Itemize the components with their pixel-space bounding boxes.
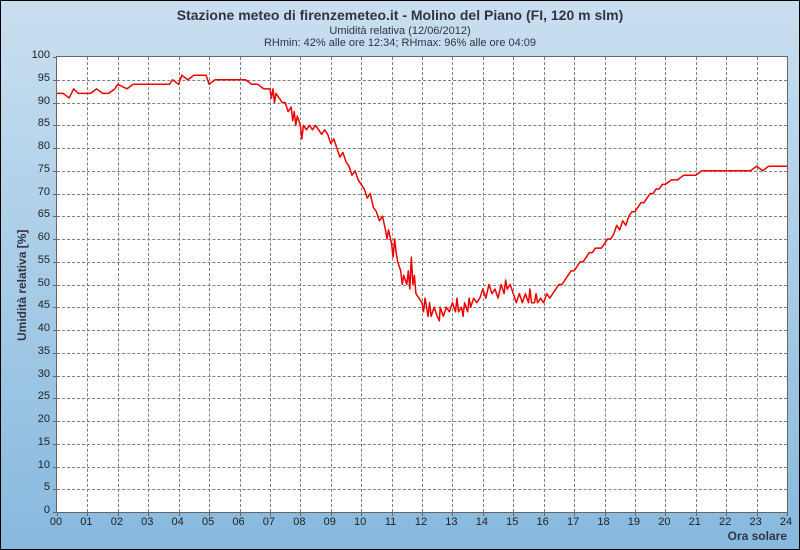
y-tick-label: 95 xyxy=(22,72,50,84)
x-tick-label: 06 xyxy=(232,516,244,528)
x-tick-label: 23 xyxy=(749,516,761,528)
y-tick-label: 85 xyxy=(22,117,50,129)
x-tick-label: 21 xyxy=(689,516,701,528)
x-tick-label: 18 xyxy=(597,516,609,528)
y-tick-label: 90 xyxy=(22,95,50,107)
x-axis-label: Ora solare xyxy=(728,529,787,543)
y-tick-label: 50 xyxy=(22,277,50,289)
y-tick-label: 30 xyxy=(22,368,50,380)
x-tick-label: 02 xyxy=(111,516,123,528)
chart-title: Stazione meteo di firenzemeteo.it - Moli… xyxy=(1,1,799,23)
y-tick-label: 25 xyxy=(22,390,50,402)
chart-subtitle-1: Umidità relativa (12/06/2012) xyxy=(1,25,799,37)
x-tick-label: 14 xyxy=(476,516,488,528)
x-tick-label: 07 xyxy=(263,516,275,528)
x-tick-label: 16 xyxy=(537,516,549,528)
humidity-line xyxy=(57,57,787,512)
x-tick-label: 04 xyxy=(172,516,184,528)
x-tick-label: 19 xyxy=(628,516,640,528)
x-tick-label: 12 xyxy=(415,516,427,528)
x-tick-label: 00 xyxy=(50,516,62,528)
x-tick-label: 10 xyxy=(354,516,366,528)
x-tick-label: 03 xyxy=(141,516,153,528)
y-tick-label: 70 xyxy=(22,186,50,198)
y-tick-label: 0 xyxy=(22,504,50,516)
y-tick-label: 15 xyxy=(22,436,50,448)
plot-area xyxy=(56,56,788,513)
x-tick-label: 11 xyxy=(385,516,396,528)
y-tick-label: 75 xyxy=(22,163,50,175)
y-tick-label: 45 xyxy=(22,299,50,311)
y-tick-label: 35 xyxy=(22,345,50,357)
x-tick-label: 17 xyxy=(567,516,579,528)
x-tick-label: 09 xyxy=(324,516,336,528)
y-tick-label: 80 xyxy=(22,140,50,152)
y-tick-label: 65 xyxy=(22,208,50,220)
x-tick-label: 22 xyxy=(719,516,731,528)
y-tick-label: 5 xyxy=(22,481,50,493)
y-tick-label: 55 xyxy=(22,254,50,266)
x-tick-label: 15 xyxy=(506,516,518,528)
x-tick-label: 01 xyxy=(80,516,92,528)
x-tick-label: 13 xyxy=(445,516,457,528)
x-tick-label: 20 xyxy=(658,516,670,528)
x-tick-label: 05 xyxy=(202,516,214,528)
x-tick-label: 24 xyxy=(780,516,792,528)
y-tick-label: 20 xyxy=(22,413,50,425)
y-tick-label: 40 xyxy=(22,322,50,334)
x-tick-label: 08 xyxy=(293,516,305,528)
y-tick-label: 60 xyxy=(22,231,50,243)
y-tick-label: 10 xyxy=(22,459,50,471)
chart-container: Stazione meteo di firenzemeteo.it - Moli… xyxy=(0,0,800,550)
chart-subtitle-2: RHmin: 42% alle ore 12:34; RHmax: 96% al… xyxy=(1,37,799,49)
y-tick-label: 100 xyxy=(22,49,50,61)
